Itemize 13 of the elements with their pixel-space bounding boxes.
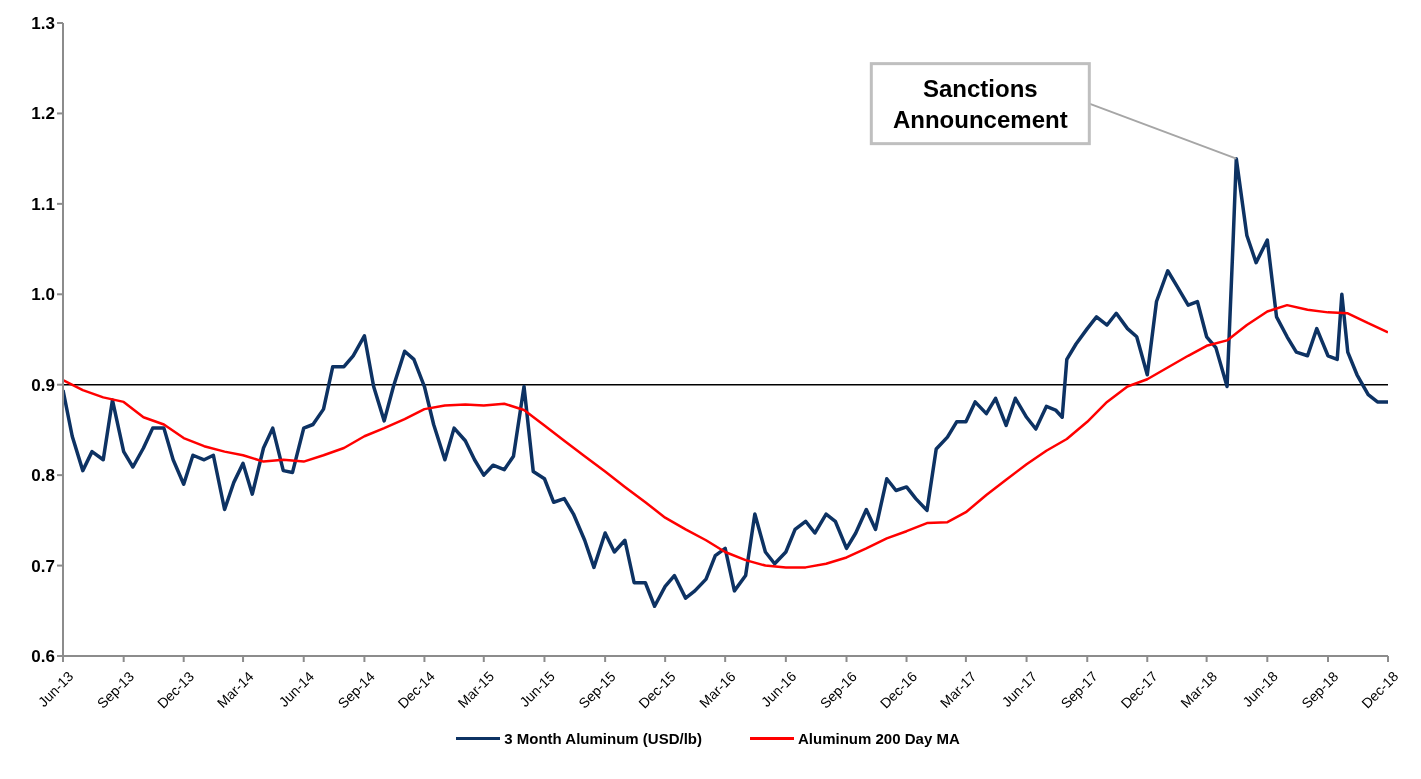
annotation: Sanctions Announcement <box>892 74 1068 133</box>
y-tick-label: 0.6 <box>31 647 55 667</box>
y-tick-label: 1.0 <box>31 285 55 305</box>
legend-label: 3 Month Aluminum (USD/lb) <box>504 730 703 747</box>
y-tick-label: 0.7 <box>31 556 55 576</box>
legend-label: Aluminum 200 Day MA <box>798 730 960 747</box>
y-tick-label: 1.3 <box>31 14 55 34</box>
y-tick-label: 0.8 <box>31 466 55 486</box>
y-tick-label: 1.2 <box>31 104 55 124</box>
y-tick-label: 1.1 <box>31 194 55 214</box>
line-series <box>63 156 1388 609</box>
y-tick-label: 0.9 <box>31 375 55 395</box>
line-series <box>63 303 1388 569</box>
